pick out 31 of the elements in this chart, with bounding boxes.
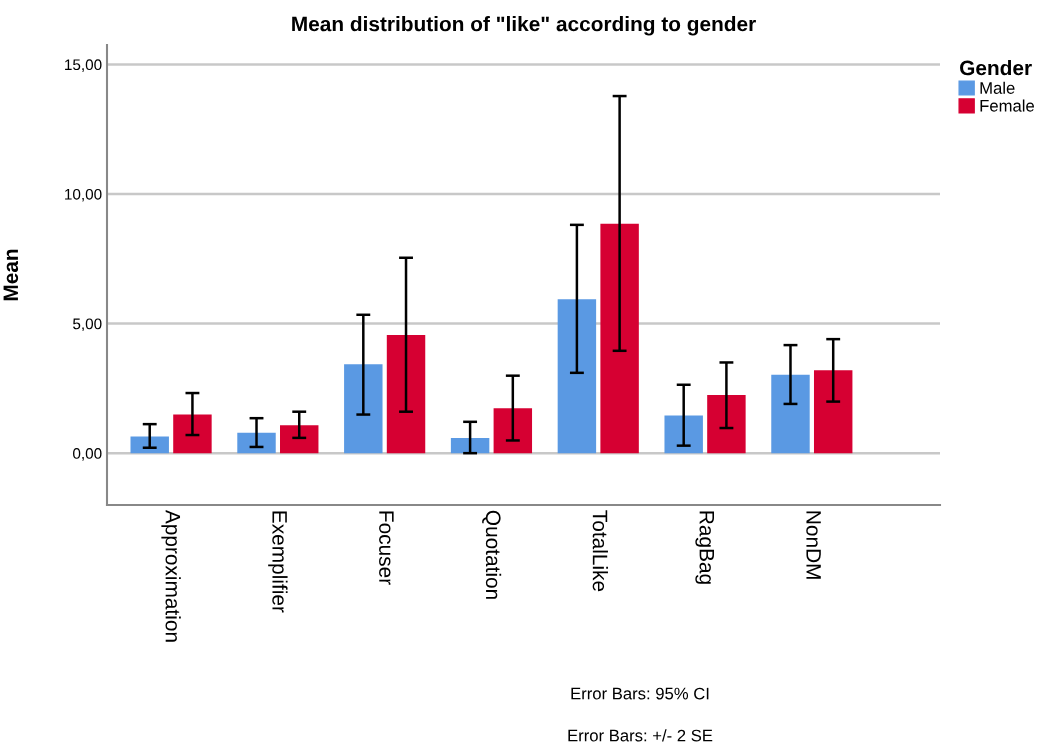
bar [493, 408, 533, 454]
x-tick-label: Focuser [379, 511, 394, 585]
chart-title: Mean distribution of "like" according to gender [292, 16, 756, 36]
bar [173, 414, 212, 454]
y-axis-title: Mean [3, 249, 19, 301]
x-tick-label: NonDM [806, 511, 821, 579]
bar [557, 299, 597, 454]
legend-title: Gender [960, 60, 1032, 76]
bar [450, 437, 490, 454]
x-tick-label: TotalLike [592, 510, 608, 592]
y-tick-label: 0,00 [73, 448, 102, 461]
y-tick-label: 5,00 [73, 318, 102, 332]
bar [386, 334, 426, 454]
bar [237, 432, 276, 454]
bar [813, 370, 853, 454]
text: Error Bars: +/- 2 SE [568, 729, 713, 742]
bar [664, 415, 703, 454]
y-tick-label: 15,00 [65, 59, 102, 72]
bar [600, 223, 639, 454]
legend-label: Female [980, 99, 1034, 112]
bar [707, 395, 746, 454]
bar [771, 374, 810, 454]
x-tick-label: RagBag [695, 511, 714, 584]
legend-label: Male [980, 81, 1015, 94]
y-tick-label: 10,00 [65, 188, 102, 202]
x-tick-label: Exemplifier [268, 511, 288, 613]
x-tick-label: Approximation [161, 509, 181, 642]
x-tick-label: Quotation [482, 510, 502, 599]
text: Error Bars: 95% CI [571, 687, 709, 700]
bar [344, 364, 383, 454]
bar [280, 425, 319, 454]
